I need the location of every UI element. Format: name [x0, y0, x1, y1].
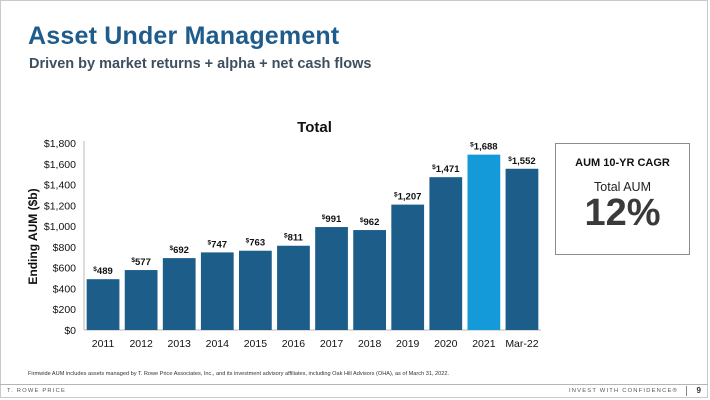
- y-tick-label: $1,000: [44, 221, 76, 233]
- x-tick-label: 2013: [168, 338, 192, 350]
- bar-2014: [200, 252, 234, 330]
- bar-2016: [277, 245, 310, 330]
- data-label-2017: $991: [322, 214, 342, 225]
- data-label-Mar-22: $1,552: [508, 156, 535, 167]
- footer-tagline: INVEST WITH CONFIDENCE®: [568, 388, 678, 394]
- x-tick-label: 2017: [320, 338, 344, 350]
- y-tick-label: $1,200: [44, 200, 76, 212]
- page-number: 9: [696, 386, 701, 395]
- y-tick-label: $800: [53, 242, 77, 254]
- bar-2017: [315, 227, 348, 330]
- data-label-2013: $692: [169, 245, 188, 256]
- y-axis-label: Ending AUM ($b): [26, 188, 40, 284]
- bar-2018: [353, 230, 387, 330]
- y-tick-label: $600: [53, 263, 77, 275]
- bar-2012: [124, 270, 158, 330]
- data-label-2019: $1,207: [394, 192, 421, 203]
- data-label-2021: $1,688: [470, 142, 497, 153]
- bar-2020: [429, 177, 463, 330]
- data-label-2016: $811: [284, 233, 304, 244]
- x-tick-label: 2012: [129, 338, 153, 350]
- y-tick-label: $0: [64, 325, 76, 337]
- cagr-title: AUM 10-YR CAGR: [575, 157, 670, 169]
- data-label-2014: $747: [208, 239, 227, 250]
- bar-2021: [467, 154, 501, 330]
- data-label-2018: $962: [360, 217, 379, 228]
- chart-title: Total: [297, 119, 332, 136]
- footer-separator: [686, 386, 687, 396]
- cagr-value: 12%: [584, 192, 661, 234]
- bar-2011: [86, 279, 120, 330]
- x-tick-label: 2015: [244, 338, 268, 350]
- data-label-2012: $577: [131, 257, 150, 268]
- bar-2015: [238, 250, 272, 330]
- x-tick-label: 2019: [396, 338, 420, 350]
- x-tick-label: 2016: [282, 338, 306, 350]
- x-tick-label: 2021: [472, 338, 496, 350]
- footer-divider: [0, 384, 708, 385]
- x-tick-label: 2011: [92, 338, 115, 350]
- x-tick-label: 2018: [358, 338, 382, 350]
- footer-brand: T. ROWE PRICE: [7, 388, 67, 394]
- y-tick-label: $200: [53, 304, 77, 316]
- data-label-2015: $763: [246, 238, 265, 249]
- data-label-2020: $1,471: [432, 164, 460, 175]
- cagr-callout-box: AUM 10-YR CAGR Total AUM 12%: [555, 143, 690, 255]
- x-tick-label: 2020: [434, 338, 458, 350]
- page-title: Asset Under Management: [28, 22, 340, 50]
- cagr-label: Total AUM: [594, 180, 651, 194]
- y-tick-label: $1,800: [44, 138, 76, 150]
- data-label-2011: $489: [93, 266, 112, 277]
- y-tick-label: $400: [53, 283, 77, 295]
- y-tick-label: $1,600: [44, 159, 76, 171]
- x-tick-label: 2014: [206, 338, 230, 350]
- footnote: Firmwide AUM includes assets managed by …: [28, 371, 450, 377]
- y-tick-label: $1,400: [44, 180, 76, 192]
- bar-2019: [391, 204, 425, 330]
- x-tick-label: Mar-22: [505, 338, 538, 350]
- bar-2013: [162, 258, 196, 330]
- page-subtitle: Driven by market returns + alpha + net c…: [29, 56, 372, 72]
- bar-Mar-22: [505, 168, 539, 330]
